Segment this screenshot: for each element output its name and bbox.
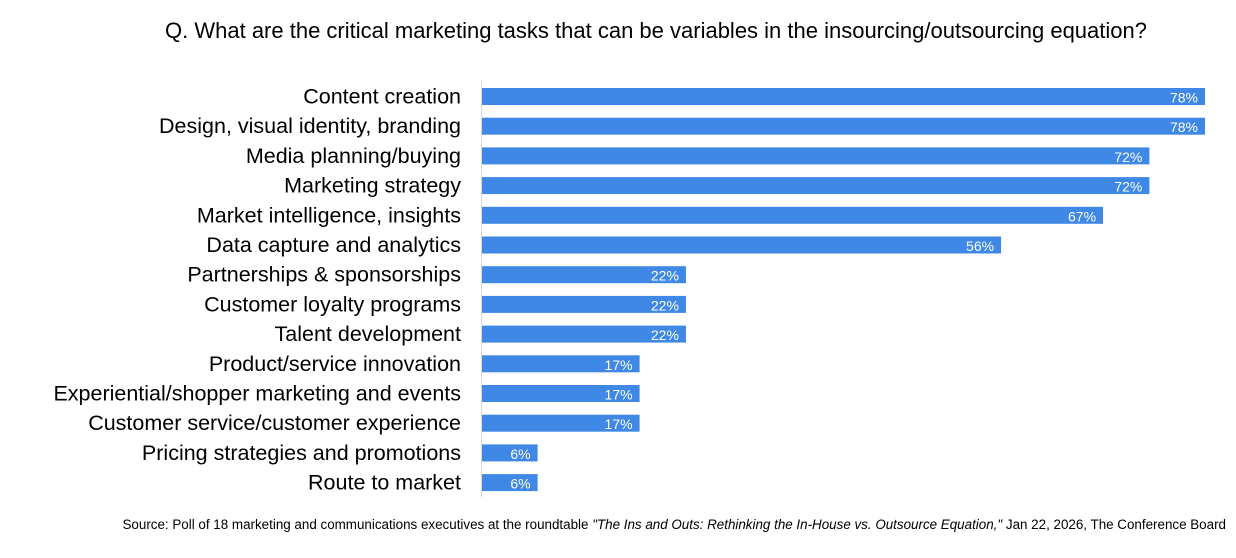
category-label: Data capture and analytics bbox=[206, 233, 461, 257]
bar bbox=[482, 266, 686, 284]
data-label: 22% bbox=[651, 297, 679, 313]
bar bbox=[482, 117, 1205, 135]
data-label: 67% bbox=[1068, 208, 1096, 224]
category-label: Product/service innovation bbox=[209, 352, 461, 376]
data-label: 56% bbox=[966, 238, 994, 254]
bar bbox=[482, 177, 1150, 195]
data-label: 6% bbox=[510, 446, 530, 462]
data-label: 17% bbox=[605, 357, 633, 373]
bar bbox=[482, 325, 686, 343]
category-label: Media planning/buying bbox=[246, 144, 461, 168]
bar bbox=[482, 385, 640, 402]
data-label: 17% bbox=[605, 387, 633, 403]
source-suffix: Jan 22, 2026, The Conference Board bbox=[1002, 517, 1226, 532]
source-note: Source: Poll of 18 marketing and communi… bbox=[0, 517, 1236, 532]
category-label: Content creation bbox=[303, 85, 461, 109]
bar-chart: Content creation Design, visual identity,… bbox=[53, 80, 1205, 497]
data-labels: 78% 78% 72% 72% 67% 56% 22% 22% 22% 17% 17% 17% 6% 6% bbox=[510, 90, 1198, 492]
data-label: 17% bbox=[605, 416, 633, 432]
data-label: 72% bbox=[1114, 179, 1142, 195]
category-labels: Content creation Design, visual identity,… bbox=[53, 85, 461, 495]
bar bbox=[482, 236, 1002, 254]
source-prefix: Source: Poll of 18 marketing and communi… bbox=[122, 517, 593, 532]
data-label: 22% bbox=[651, 268, 679, 284]
data-label: 72% bbox=[1114, 149, 1142, 165]
bar bbox=[482, 295, 686, 313]
bar bbox=[482, 444, 538, 462]
bar bbox=[482, 474, 538, 492]
bars bbox=[482, 88, 1205, 492]
source-title: "The Ins and Outs: Rethinking the In-Hou… bbox=[592, 517, 1003, 532]
bar bbox=[482, 414, 640, 432]
category-label: Experiential/shopper marketing and event… bbox=[53, 382, 461, 406]
data-label: 78% bbox=[1170, 90, 1198, 106]
data-label: 78% bbox=[1170, 119, 1198, 135]
category-label: Partnerships & sponsorships bbox=[187, 263, 461, 287]
category-label: Route to market bbox=[308, 471, 461, 495]
data-label: 22% bbox=[651, 327, 679, 343]
category-label: Marketing strategy bbox=[284, 174, 461, 198]
category-label: Talent development bbox=[275, 322, 461, 346]
category-label: Design, visual identity, branding bbox=[159, 114, 461, 138]
bar bbox=[482, 206, 1104, 224]
bar bbox=[482, 88, 1205, 105]
bar bbox=[482, 355, 640, 373]
category-label: Market intelligence, insights bbox=[197, 203, 461, 227]
bar bbox=[482, 147, 1150, 165]
category-label: Customer loyalty programs bbox=[204, 292, 461, 316]
category-label: Pricing strategies and promotions bbox=[142, 441, 461, 465]
data-label: 6% bbox=[510, 476, 530, 492]
category-label: Customer service/customer experience bbox=[88, 411, 461, 435]
chart-title: Q. What are the critical marketing tasks… bbox=[165, 18, 1147, 43]
